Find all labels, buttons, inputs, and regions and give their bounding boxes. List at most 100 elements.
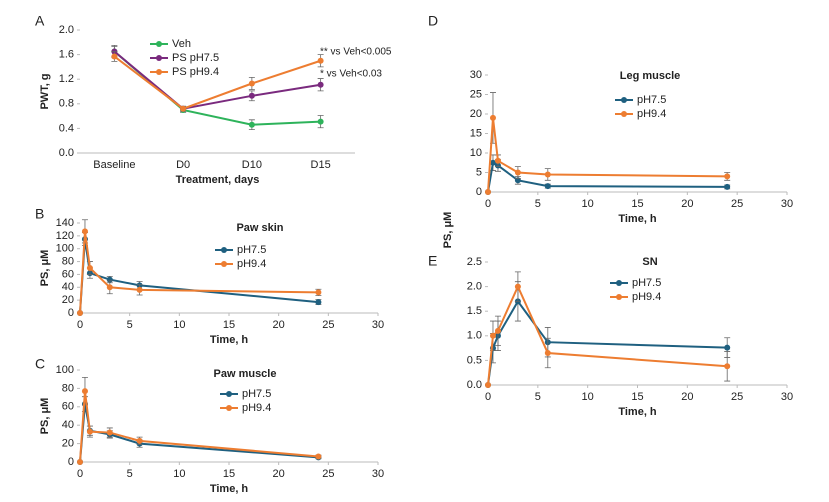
x-tick-label: 25 [731,391,743,403]
legend-label: pH9.4 [242,402,271,414]
x-tick-label: 15 [223,319,235,331]
marker [180,105,187,112]
x-tick-label: 30 [372,468,384,480]
legend-label: PS pH9.4 [172,66,219,78]
y-tick-label: 0 [68,456,74,468]
y-tick-label: 2.5 [467,256,482,268]
x-tick-label: 30 [372,319,384,331]
legend-marker [226,405,232,411]
y-tick-label: 1.5 [467,305,482,317]
y-tick-label: 0.0 [467,379,482,391]
x-tick-label: 30 [781,198,793,210]
y-tick-label: 60 [62,401,74,413]
marker [77,459,83,465]
series-line [113,55,321,110]
marker [494,327,501,334]
panel-letter: E [428,253,437,269]
x-tick-label: D10 [242,159,262,171]
marker [514,177,521,184]
marker [724,183,731,190]
x-tick-label: 5 [127,468,133,480]
marker [111,53,118,60]
x-tick-label: 5 [127,319,133,331]
x-tick-label: 5 [535,391,541,403]
y-tick-label: 0 [476,186,482,198]
chart-title: SN [642,256,657,268]
chart-title: Paw skin [236,222,283,234]
x-tick-label: 10 [582,198,594,210]
legend-label: pH7.5 [632,277,661,289]
y-axis-label: PWT, g [39,73,51,109]
series-line [79,238,319,314]
x-tick-label: 20 [681,391,693,403]
legend-label: Veh [172,38,191,50]
y-tick-label: 100 [56,243,74,255]
y-tick-label: 60 [62,268,74,280]
legend-marker [156,41,162,47]
marker [514,283,521,290]
legend-marker [221,261,227,267]
marker [544,183,551,190]
marker [489,114,496,121]
y-tick-label: 0 [68,307,74,319]
y-tick-label: 1.2 [59,73,74,85]
marker [724,363,731,370]
y-tick-label: 40 [62,419,74,431]
y-tick-label: 140 [56,217,74,229]
x-tick-label: 25 [731,198,743,210]
marker [81,388,88,395]
marker [248,121,255,128]
panel-letter: D [428,13,438,29]
y-tick-label: 2.0 [59,24,74,36]
marker [86,428,93,435]
x-tick-label: 25 [322,468,334,480]
x-tick-label: 10 [582,391,594,403]
y-tick-label: 20 [62,294,74,306]
y-tick-label: 120 [56,230,74,242]
annotation: ** vs Veh<0.005 [320,47,392,58]
series-line [113,50,321,110]
y-tick-label: 0.0 [59,147,74,159]
x-axis-label: Time, h [618,213,657,225]
y-tick-label: 0.4 [59,122,74,134]
y-tick-label: 25 [470,88,482,100]
y-tick-label: 80 [62,382,74,394]
x-tick-label: 25 [322,319,334,331]
x-tick-label: 0 [77,319,83,331]
marker [317,81,324,88]
annotation: * vs Veh<0.03 [320,69,382,80]
x-axis-label: Treatment, days [176,174,260,186]
x-axis-label: Time, h [618,406,657,418]
series-line [487,161,728,193]
legend-marker [621,97,627,103]
marker [248,80,255,87]
marker [724,173,731,180]
series-line [487,117,728,193]
x-tick-label: 0 [485,391,491,403]
legend-label: pH7.5 [637,94,666,106]
y-tick-label: 1.0 [467,330,482,342]
x-tick-label: 0 [77,468,83,480]
legend-label: PS pH7.5 [172,52,219,64]
legend-marker [616,280,622,286]
legend-marker [226,391,232,397]
marker [544,171,551,178]
x-tick-label: 15 [223,468,235,480]
series-line [487,299,728,386]
marker [106,429,113,436]
marker [489,159,496,166]
marker [485,189,491,195]
y-tick-label: 0.5 [467,354,482,366]
chart-title: Leg muscle [620,70,681,82]
y-tick-label: 80 [62,255,74,267]
marker [489,332,496,339]
y-tick-label: 20 [470,108,482,120]
y-axis-label: PS, μM [39,398,51,435]
x-tick-label: 20 [273,468,285,480]
marker [315,453,322,460]
x-tick-label: 5 [535,198,541,210]
marker [315,289,322,296]
x-tick-label: 10 [173,319,185,331]
y-tick-label: 0.8 [59,98,74,110]
